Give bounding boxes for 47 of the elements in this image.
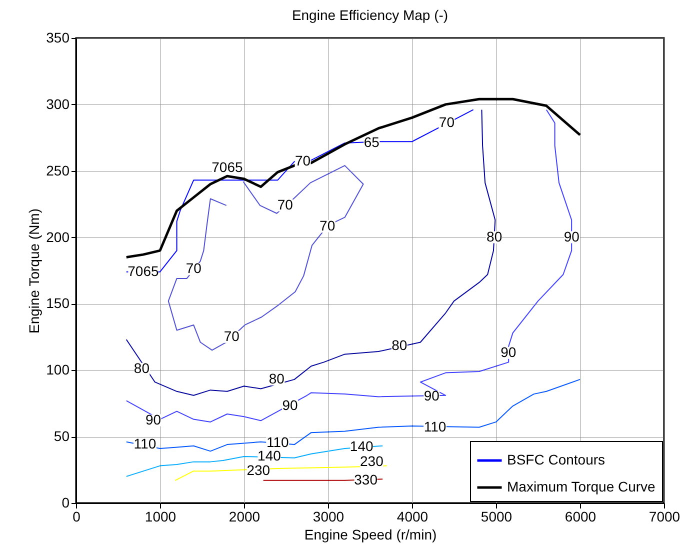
annotation: 70	[295, 152, 311, 169]
legend-label: Maximum Torque Curve	[507, 478, 656, 494]
y-axis-title: Engine Torque (Nm)	[26, 208, 42, 334]
annotation: 230	[246, 462, 270, 478]
x-tick-label: 0	[72, 508, 81, 524]
annotation: 70	[438, 114, 455, 130]
annotation: 110	[266, 434, 289, 450]
annotation: 70	[224, 328, 240, 344]
annotation: 110	[134, 436, 156, 452]
annotation: 70	[186, 260, 202, 276]
annotation: 140	[350, 438, 374, 454]
x-axis-title: Engine Speed (r/min)	[304, 526, 437, 542]
annotation: 90	[282, 397, 298, 414]
annotation: 90	[564, 228, 580, 244]
annotation: 90	[145, 412, 162, 428]
annotation: 7065	[212, 159, 243, 176]
annotation: 70	[277, 196, 294, 212]
y-tick-label: 0	[62, 494, 70, 510]
y-tick-label: 300	[46, 96, 70, 112]
y-tick-label: 50	[54, 428, 70, 444]
annotation: 80	[486, 228, 502, 244]
annotation: 65	[364, 134, 380, 150]
annotation: 90	[500, 344, 516, 360]
x-tick-label: 3000	[312, 508, 344, 524]
annotation: 80	[268, 370, 285, 386]
chart-title: Engine Efficiency Map (-)	[292, 7, 448, 23]
annotation: 7065	[128, 262, 159, 279]
y-tick-label: 100	[46, 362, 70, 378]
annotation: 330	[354, 471, 378, 488]
y-tick-label: 250	[46, 162, 70, 178]
y-tick-label: 350	[46, 30, 70, 46]
annotation: 90	[424, 388, 440, 404]
annotation: 110	[424, 418, 446, 434]
legend-label: BSFC Contours	[507, 452, 606, 468]
annotation: 80	[392, 337, 408, 354]
y-tick-label: 200	[46, 228, 70, 245]
annotation: 140	[258, 448, 282, 464]
annotation: 80	[134, 360, 150, 376]
x-tick-label: 5000	[480, 508, 512, 524]
x-tick-label: 4000	[396, 508, 428, 524]
x-tick-label: 2000	[228, 508, 260, 524]
x-tick-label: 1000	[144, 508, 176, 524]
y-tick-label: 150	[46, 295, 70, 312]
annotation: 230	[360, 452, 384, 469]
x-tick-label: 7000	[648, 508, 680, 524]
annotation: 70	[320, 218, 336, 234]
x-tick-label: 6000	[564, 508, 596, 524]
